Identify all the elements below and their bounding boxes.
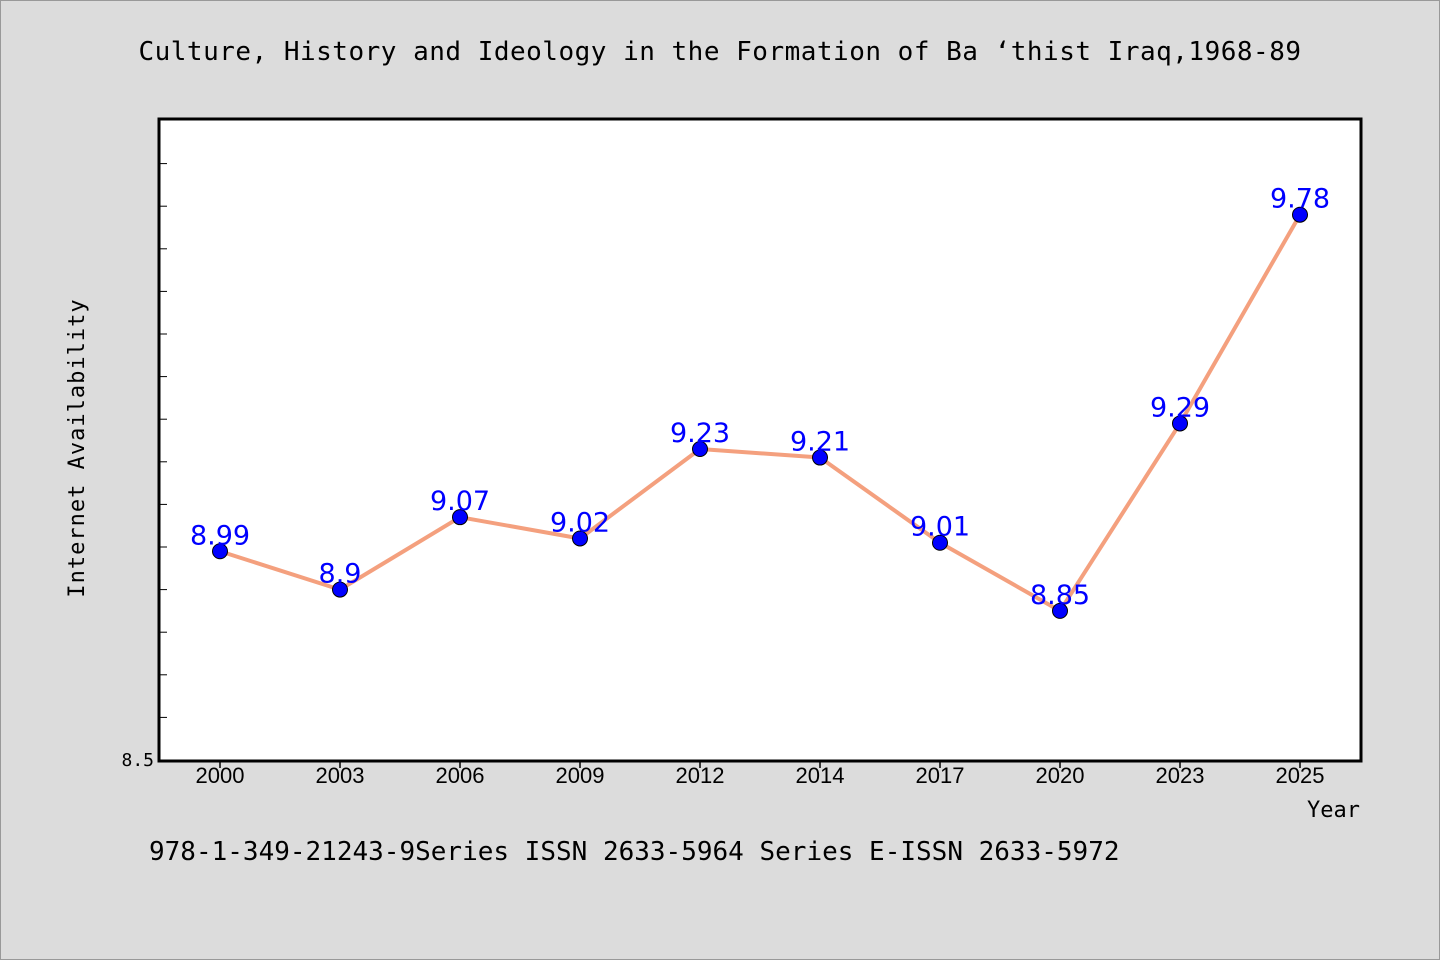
x-tick-label: 2000 xyxy=(196,763,245,788)
x-tick-label: 2003 xyxy=(316,763,365,788)
y-axis-label: Internet Availability xyxy=(65,298,90,597)
data-point xyxy=(1052,602,1068,619)
chart-title: Culture, History and Ideology in the For… xyxy=(138,37,1302,67)
data-label: 9.23 xyxy=(670,418,730,449)
x-tick-label: 2006 xyxy=(436,763,485,788)
data-label: 9.78 xyxy=(1270,184,1330,215)
data-label: 8.85 xyxy=(1030,580,1090,611)
plot-area xyxy=(157,117,1363,763)
data-point xyxy=(1292,206,1308,223)
x-tick-label: 2020 xyxy=(1036,763,1085,788)
data-point xyxy=(692,441,708,458)
data-labels: 8.99 8.9 9.07 9.02 9.23 9.21 9.01 8.85 9.29 9.78 xyxy=(190,184,1330,611)
data-point xyxy=(1172,415,1188,432)
data-label: 9.07 xyxy=(430,486,490,517)
data-label: 9.02 xyxy=(550,507,610,538)
x-tick-label: 2025 xyxy=(1276,763,1325,788)
data-label: 9.29 xyxy=(1150,392,1210,423)
data-point xyxy=(332,581,348,598)
data-label: 9.21 xyxy=(790,427,850,458)
y-tick-label: 8.5 xyxy=(121,750,154,771)
x-axis-label: Year xyxy=(1307,798,1360,823)
series-line xyxy=(219,213,1302,613)
x-tick-label: 2009 xyxy=(556,763,605,788)
data-point xyxy=(572,530,588,547)
data-point xyxy=(812,449,828,466)
data-point xyxy=(212,543,228,560)
data-point xyxy=(932,534,948,551)
data-point xyxy=(452,509,468,526)
data-label: 9.01 xyxy=(910,512,970,543)
data-label: 8.99 xyxy=(190,520,250,551)
footer-note: 978-1-349-21243-9Series ISSN 2633-5964 S… xyxy=(149,837,1120,867)
x-tick-label: 2014 xyxy=(796,763,845,788)
x-tick-label: 2023 xyxy=(1156,763,1205,788)
x-axis-tick-labels: 2000 2003 2006 2009 2012 2014 2017 2020 2023 2025 xyxy=(196,763,1325,788)
data-label: 8.9 xyxy=(319,559,362,590)
data-points xyxy=(212,206,1308,619)
x-tick-label: 2012 xyxy=(676,763,725,788)
x-tick-label: 2017 xyxy=(916,763,965,788)
y-axis-ticks xyxy=(159,163,167,718)
x-axis-ticks xyxy=(219,761,1301,768)
